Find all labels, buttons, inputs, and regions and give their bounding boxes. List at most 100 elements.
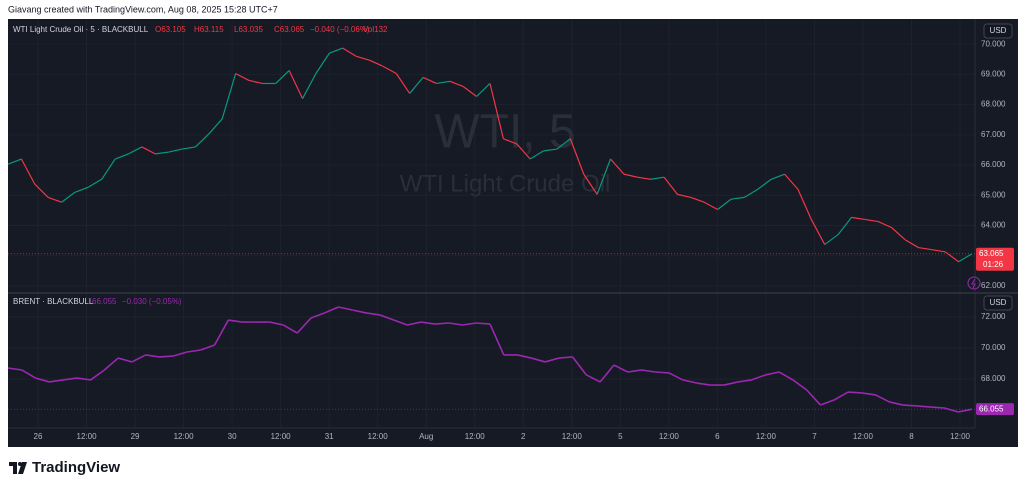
price-segment	[778, 371, 794, 381]
logo-mark	[9, 462, 27, 474]
price-segment	[878, 221, 892, 229]
price-segment	[668, 372, 684, 381]
time-tick-label: 31	[325, 432, 334, 441]
price-segment	[824, 234, 839, 246]
price-segment	[599, 364, 615, 383]
price-segment	[958, 408, 973, 413]
price-segment	[382, 65, 397, 75]
legend-change: −0.030 (−0.05%)	[122, 297, 182, 306]
time-tick-label: 12:00	[271, 432, 292, 441]
price-segment	[476, 83, 491, 97]
price-segment	[462, 322, 477, 326]
price-segment	[703, 201, 718, 211]
currency-button[interactable]	[983, 23, 1013, 39]
price-segment	[627, 369, 642, 373]
price-segment	[315, 52, 330, 74]
time-tick-label: 5	[618, 432, 623, 441]
y-tick-label: 72.000	[981, 312, 1006, 321]
price-segment	[806, 389, 822, 406]
price-segment	[904, 239, 919, 249]
price-segment	[288, 70, 304, 99]
countdown: 01:26	[983, 260, 1004, 269]
grid	[8, 19, 975, 428]
time-tick-label: 12:00	[77, 432, 98, 441]
price-segment	[34, 183, 49, 198]
price-segment	[20, 158, 36, 185]
price-segment	[531, 357, 546, 363]
price-segment	[186, 349, 201, 353]
alert-bolt	[971, 278, 976, 289]
wti-legend: WTI Light Crude Oil · 5 · BLACKBULL O63.…	[13, 25, 388, 34]
price-segment	[283, 324, 298, 334]
price-segment	[730, 196, 745, 200]
price-segment	[944, 407, 959, 413]
logo-text: TradingView	[32, 459, 120, 476]
y-tick-label: 65.000	[981, 190, 1006, 199]
last-price-label: 66.055	[979, 404, 1004, 413]
price-segment	[74, 186, 89, 193]
price-segment	[529, 150, 544, 160]
price-segment	[342, 47, 357, 57]
price-segment	[90, 369, 105, 381]
price-segment	[302, 73, 317, 99]
price-segment	[864, 218, 879, 223]
price-segment	[213, 319, 230, 346]
currency-button[interactable]	[983, 295, 1013, 311]
last-price-tag	[976, 247, 1014, 271]
time-tick-label: 12:00	[562, 432, 583, 441]
price-segment	[338, 306, 353, 311]
price-segment	[517, 354, 532, 359]
time-tick-label: 6	[715, 432, 720, 441]
price-segment	[797, 189, 812, 220]
price-segment	[848, 391, 862, 394]
price-segment	[613, 364, 629, 373]
price-segment	[393, 319, 408, 326]
price-segment	[117, 357, 133, 363]
legend-low: L63.035	[234, 25, 263, 34]
price-segment	[462, 86, 477, 97]
price-segment	[891, 227, 906, 241]
price-segment	[586, 374, 601, 383]
alert-icon[interactable]	[967, 276, 981, 290]
price-segment	[168, 148, 183, 153]
price-segment	[696, 382, 711, 386]
price-segment	[637, 176, 651, 180]
price-segment	[448, 322, 463, 326]
last-price-tag	[976, 403, 1014, 416]
price-segment	[159, 355, 174, 358]
price-segment	[476, 322, 491, 325]
price-segment	[717, 198, 732, 210]
time-tick-label: 12:00	[950, 432, 971, 441]
time-tick-label: 12:00	[659, 432, 680, 441]
price-segment	[770, 173, 785, 180]
price-segment	[365, 312, 380, 316]
price-segment	[544, 357, 560, 363]
price-segment	[784, 173, 799, 190]
y-tick-label: 69.000	[981, 70, 1006, 79]
price-segment	[610, 158, 625, 175]
price-segment	[369, 59, 384, 67]
y-tick-label: 68.000	[981, 374, 1006, 383]
y-tick-label: 67.000	[981, 130, 1006, 139]
time-tick-label: 12:00	[853, 432, 874, 441]
price-segment	[931, 249, 946, 253]
price-segment	[131, 354, 147, 363]
price-segment	[395, 73, 411, 94]
watermark-description: WTI Light Crude Oil	[400, 170, 611, 197]
brent-legend: BRENT · BLACKBULL 66.055 −0.030 (−0.05%)	[13, 297, 182, 306]
price-segment	[556, 138, 571, 150]
price-segment	[650, 176, 665, 180]
price-segment	[49, 379, 64, 383]
price-segment	[655, 371, 670, 374]
currency-label: USD	[990, 26, 1007, 35]
price-segment	[820, 399, 835, 406]
price-segment	[596, 158, 612, 195]
price-segment	[916, 405, 931, 408]
watermark-symbol: WTI, 5	[434, 106, 575, 159]
price-segment	[958, 253, 973, 263]
price-segment	[35, 377, 50, 383]
price-segment	[623, 173, 638, 178]
y-tick-label: 70.000	[981, 343, 1006, 352]
price-segment	[918, 246, 932, 251]
